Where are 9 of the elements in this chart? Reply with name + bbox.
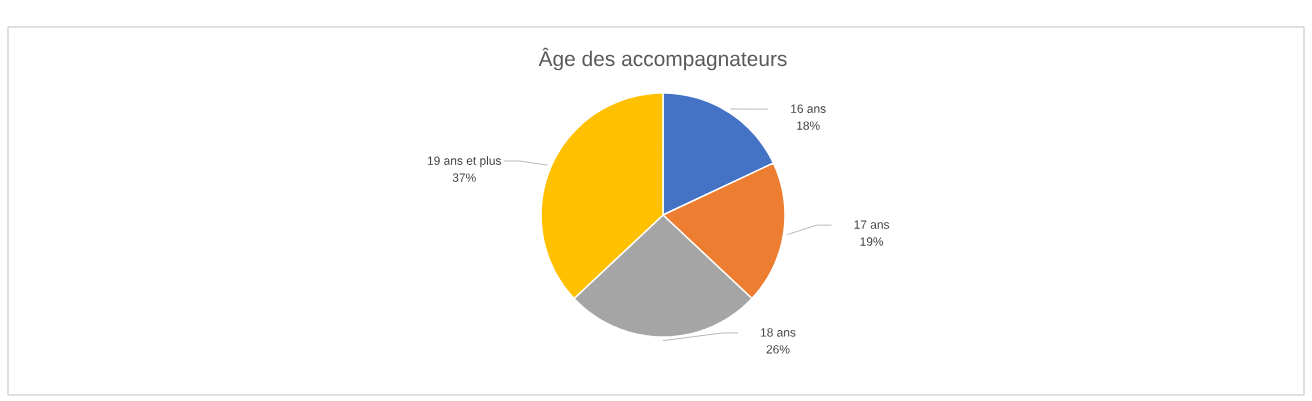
chart-title: Âge des accompagnateurs [538,47,787,71]
slice-label: 16 ans [791,104,826,113]
data-label: 19% [860,237,884,246]
data-label: 37% [452,173,476,182]
data-label: 18% [797,121,820,130]
data-label: 26% [766,345,790,354]
slice-label: 18 ans [760,328,796,337]
slice-label: 19 ans et plus [427,156,502,168]
slice-label: 17 ans [854,220,890,229]
